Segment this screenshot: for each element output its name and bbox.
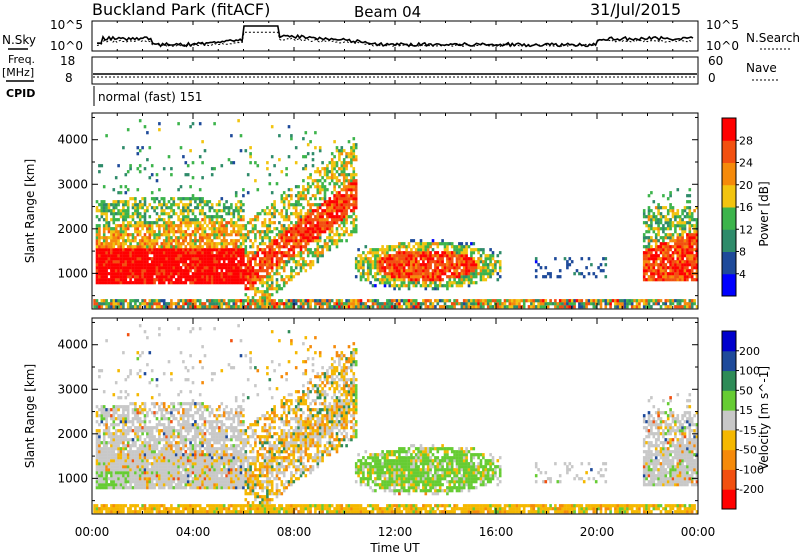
velocity-colorbar-tick: 50 bbox=[739, 384, 753, 397]
power-colorbar-tick: 12 bbox=[739, 223, 753, 236]
power-colorbar-tick: 16 bbox=[739, 201, 753, 214]
nave-tick-bottom: 0 bbox=[708, 71, 716, 85]
power-colorbar-swatch bbox=[722, 229, 736, 252]
noise-panel: N.Sky 10^5 10^0 10^5 10^0 N.Search bbox=[2, 18, 800, 53]
xtick-label: 20:00 bbox=[580, 525, 615, 539]
velocity-colorbar-swatch bbox=[722, 410, 736, 431]
time-axis: 00:00 04:00 08:00 12:00 16:00 20:00 00:00 bbox=[75, 21, 716, 539]
velocity-colorbar-swatch bbox=[722, 350, 736, 372]
velocity-colorbar-swatch bbox=[722, 449, 736, 470]
power-colorbar-swatch bbox=[722, 162, 736, 186]
noise-sky-trace bbox=[96, 25, 694, 48]
velocity-panel: 1000 2000 3000 4000 Slant Range [km] -200 -1… bbox=[23, 317, 771, 515]
xtick-label: 00:00 bbox=[75, 525, 110, 539]
power-colorbar-tick: 20 bbox=[739, 179, 753, 192]
velocity-colorbar-swatch bbox=[722, 331, 736, 352]
velocity-colorbar-swatch bbox=[722, 469, 736, 490]
power-colorbar-tick: 4 bbox=[739, 268, 746, 281]
xtick-label: 08:00 bbox=[277, 525, 312, 539]
frequency-panel: Freq. [MHz] 18 8 60 0 Nave bbox=[2, 53, 780, 85]
power-ytick-label: 4000 bbox=[57, 133, 88, 147]
power-cells bbox=[93, 119, 699, 309]
freq-label: Freq. bbox=[8, 53, 35, 66]
velocity-colorbar-swatch bbox=[722, 390, 736, 411]
velocity-ytick-label: 4000 bbox=[57, 338, 88, 352]
velocity-colorbar-tick: 100 bbox=[739, 365, 760, 378]
power-ylabel: Slant Range [km] bbox=[23, 159, 37, 263]
xtick-label: 12:00 bbox=[378, 525, 413, 539]
velocity-colorbar-tick: 200 bbox=[739, 345, 760, 358]
power-colorbar-label: Power [dB] bbox=[757, 181, 771, 246]
nave-label: Nave bbox=[746, 61, 777, 75]
power-colorbar-tick: 28 bbox=[739, 134, 753, 147]
nave-tick-top: 60 bbox=[708, 54, 723, 68]
velocity-colorbar-swatch bbox=[722, 489, 736, 510]
nsky-label: N.Sky bbox=[2, 33, 36, 47]
noise-tick-top-right: 10^5 bbox=[706, 18, 739, 32]
noise-tick-bottom-right: 10^0 bbox=[706, 39, 739, 53]
velocity-cells bbox=[93, 324, 699, 514]
xaxis-label: Time UT bbox=[369, 541, 420, 554]
power-colorbar-swatch bbox=[722, 184, 736, 208]
velocity-colorbar-tick: -15 bbox=[739, 424, 757, 437]
velocity-ylabel: Slant Range [km] bbox=[23, 364, 37, 468]
xtick-label: 00:00 bbox=[681, 525, 716, 539]
velocity-colorbar-label: Velocity [m s^-1] bbox=[757, 366, 771, 470]
noise-tick-top-left: 10^5 bbox=[50, 18, 83, 32]
nsearch-label: N.Search bbox=[746, 31, 800, 45]
power-colorbar-tick: 8 bbox=[739, 246, 746, 259]
freq-tick-top: 18 bbox=[60, 54, 75, 68]
power-colorbar-swatch bbox=[722, 140, 736, 163]
power-colorbar-swatch bbox=[722, 118, 736, 141]
velocity-ytick-label: 1000 bbox=[57, 471, 88, 485]
velocity-ytick-label: 3000 bbox=[57, 382, 88, 396]
freq-unit: [MHz] bbox=[2, 66, 34, 79]
xtick-label: 04:00 bbox=[176, 525, 211, 539]
noise-search-trace bbox=[96, 31, 694, 48]
beam-title: Beam 04 bbox=[354, 3, 421, 21]
velocity-colorbar-swatch bbox=[722, 429, 736, 451]
xtick-label: 16:00 bbox=[479, 525, 514, 539]
velocity-colorbar-tick: -100 bbox=[739, 463, 764, 476]
freq-tick-bottom: 8 bbox=[65, 71, 73, 85]
velocity-colorbar-tick: -50 bbox=[739, 444, 757, 457]
power-colorbar-swatch bbox=[722, 273, 736, 297]
power-colorbar-swatch bbox=[722, 207, 736, 230]
power-ytick-label: 1000 bbox=[57, 266, 88, 280]
power-colorbar-tick: 24 bbox=[739, 157, 753, 170]
power-ytick-label: 2000 bbox=[57, 222, 88, 236]
velocity-colorbar-tick: -200 bbox=[739, 483, 764, 496]
station-title: Buckland Park (fitACF) bbox=[92, 0, 270, 19]
power-ytick-label: 3000 bbox=[57, 177, 88, 191]
velocity-colorbar-tick: 15 bbox=[739, 404, 753, 417]
velocity-colorbar-swatch bbox=[722, 370, 736, 391]
date-title: 31/Jul/2015 bbox=[590, 0, 681, 19]
cpid-label: CPID bbox=[6, 87, 35, 100]
power-colorbar-swatch bbox=[722, 251, 736, 275]
noise-tick-bottom-left: 10^0 bbox=[50, 39, 83, 53]
cpid-value: normal (fast) 151 bbox=[98, 90, 202, 104]
velocity-ytick-label: 2000 bbox=[57, 427, 88, 441]
power-panel: 1000 2000 3000 4000 Slant Range [km] 4 8 12 16… bbox=[23, 112, 771, 310]
